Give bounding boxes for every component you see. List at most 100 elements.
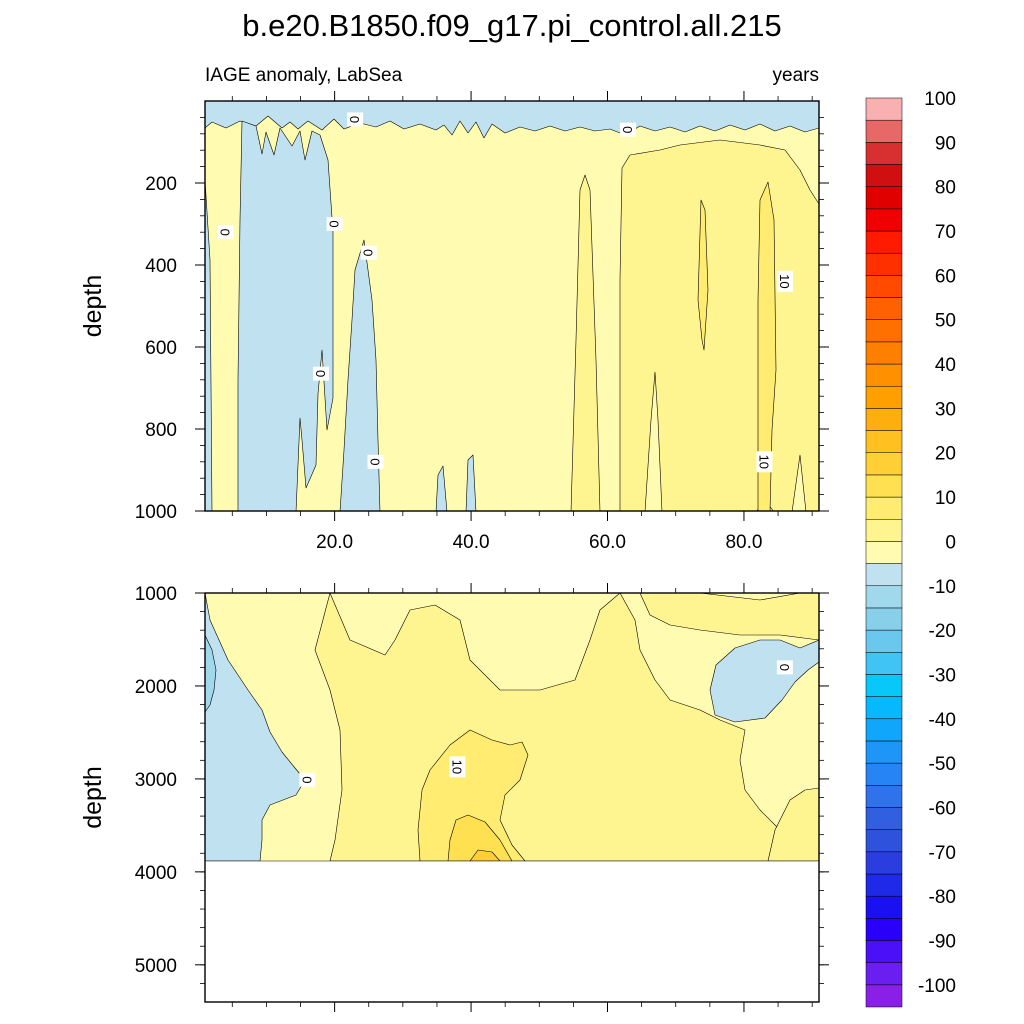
y-axis-label: depth	[79, 275, 107, 338]
y-tick-label: 5000	[135, 956, 177, 977]
contour-label: 0	[347, 112, 364, 127]
bottom-positive-15-core	[447, 814, 513, 861]
colorbar-box	[865, 674, 903, 697]
colorbar-box	[865, 829, 903, 853]
contour-label-text: 0	[217, 229, 232, 236]
top-negative-sliver-2	[465, 454, 477, 511]
colorbar-tick-label: -70	[929, 843, 956, 864]
bottom-positive-10-core	[417, 729, 529, 861]
colorbar-tick-label: 100	[924, 89, 956, 110]
colorbar-tick-label: 30	[935, 399, 956, 420]
contour-label: 0	[619, 122, 636, 137]
colorbar-box	[865, 164, 903, 187]
contour-label-text: 0	[361, 249, 376, 256]
colorbar-tick-label: 60	[935, 266, 956, 287]
chart-subtitle-left: IAGE anomaly, LabSea	[205, 65, 403, 86]
contour-label-text: 10	[449, 760, 464, 774]
colorbar-box	[865, 696, 903, 720]
y-tick-label: 4000	[135, 863, 177, 884]
colorbar-box	[865, 718, 903, 742]
contour-label-text: 0	[347, 116, 362, 123]
colorbar-tick-label: -10	[929, 577, 956, 598]
colorbar-box	[865, 918, 903, 941]
colorbar-box	[865, 275, 903, 298]
x-tick-label: 80.0	[725, 532, 762, 553]
colorbar-tick-label: -30	[929, 665, 956, 686]
contour-label-text: 10	[777, 274, 792, 288]
colorbar-tick-label: -60	[929, 798, 956, 819]
contour-label-text: 0	[620, 126, 635, 133]
bottom-positive-5-lower-right	[767, 787, 819, 861]
contour-label: 10	[449, 756, 466, 778]
colorbar-box	[865, 408, 903, 431]
colorbar-box	[865, 452, 903, 476]
y-tick-label: 800	[145, 420, 177, 441]
colorbar-box	[865, 385, 903, 409]
y-tick-label: 600	[145, 338, 177, 359]
chart-subtitle-right: years	[773, 65, 819, 86]
y-axis-label: depth	[79, 766, 107, 829]
contour-label: 0	[367, 454, 384, 469]
colorbar-tick-label: -80	[929, 887, 956, 908]
bottom-panel: 0 10 0 1000 2000 3000 4000 5000 depth	[79, 583, 829, 1012]
bottom-negative-left-deep	[205, 634, 217, 713]
top-negative-column-2	[339, 239, 381, 511]
contour-label-text: 0	[368, 458, 383, 465]
colorbar-box	[865, 474, 903, 498]
colorbar-box	[865, 230, 903, 254]
colorbar-box	[865, 962, 903, 986]
colorbar-box	[865, 807, 903, 830]
colorbar-box	[865, 629, 903, 653]
y-tick-label: 3000	[135, 770, 177, 791]
colorbar-box	[865, 430, 903, 453]
colorbar-box	[865, 563, 903, 587]
colorbar-box	[865, 363, 903, 387]
colorbar-box	[865, 851, 903, 875]
colorbar-tick-label: 90	[935, 133, 956, 154]
colorbar-box	[865, 252, 903, 276]
colorbar-tick-label: 40	[935, 355, 956, 376]
top-positive-5-column-1	[570, 174, 601, 511]
contour-label: 0	[326, 217, 343, 231]
colorbar-box	[865, 319, 903, 343]
colorbar-box	[865, 341, 903, 365]
colorbar-tick-label: -100	[918, 976, 956, 997]
top-negative-column-1	[237, 120, 334, 511]
x-tick-label: 40.0	[453, 532, 490, 553]
contour-label-text: 0	[299, 776, 314, 783]
colorbar-box	[865, 585, 903, 609]
colorbar-tick-label: 20	[935, 444, 956, 465]
bottom-positive-20-core	[469, 849, 501, 861]
colorbar-tick-label: 10	[935, 488, 956, 509]
colorbar-box	[865, 785, 903, 808]
top-negative-edge	[205, 179, 213, 511]
y-tick-label: 2000	[135, 677, 177, 698]
contour-label: 10	[776, 270, 793, 292]
contour-label: 10	[756, 451, 773, 473]
colorbar-tick-label: 50	[935, 311, 956, 332]
contour-label: 0	[360, 245, 377, 260]
colorbar-tick-label: 70	[935, 222, 956, 243]
x-tick-label: 20.0	[316, 532, 353, 553]
colorbar-box	[865, 652, 903, 675]
top-negative-sliver-1	[435, 465, 448, 511]
contour-label: 0	[217, 225, 234, 240]
contour-label-text: 0	[327, 220, 342, 227]
contour-label-text: 0	[313, 370, 328, 377]
y-tick-label: 1000	[135, 584, 177, 605]
colorbar-box	[865, 762, 903, 786]
colorbar-box	[865, 541, 903, 564]
contour-label-text: 10	[756, 455, 771, 469]
colorbar-box	[865, 208, 903, 232]
colorbar-tick-label: -50	[929, 754, 956, 775]
colorbar-tick-label: -20	[929, 621, 956, 642]
colorbar-box	[865, 142, 903, 165]
contour-label: 0	[299, 772, 316, 787]
colorbar-box	[865, 186, 903, 210]
top-positive-10-column-2	[757, 181, 777, 511]
colorbar-box	[865, 740, 903, 764]
chart-title: b.e20.B1850.f09_g17.pi_control.all.215	[242, 8, 782, 43]
contour-label: 0	[312, 366, 329, 381]
colorbar-box	[865, 496, 903, 520]
